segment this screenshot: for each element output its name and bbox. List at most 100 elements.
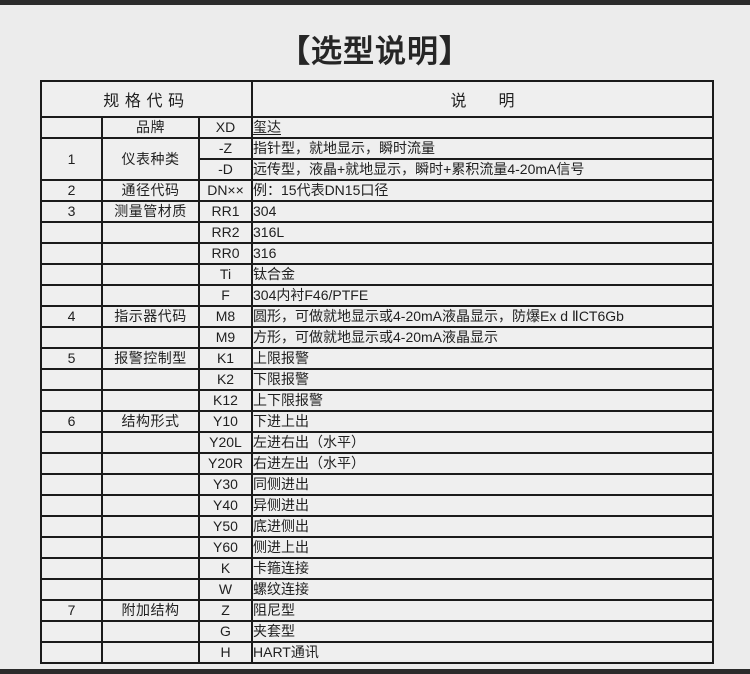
category-cell — [101, 389, 200, 412]
category-cell — [101, 536, 200, 559]
row-number-cell: 4 — [40, 305, 103, 328]
table-row: 5 报警控制型 K1 上限报警 — [40, 347, 714, 370]
table-row: H HART通讯 — [40, 641, 714, 664]
category-cell: 测量管材质 — [101, 200, 200, 223]
row-number-cell — [40, 368, 103, 391]
description-cell: 304内衬F46/PTFE — [251, 284, 714, 307]
row-number-cell — [40, 284, 103, 307]
table-row: K2 下限报警 — [40, 368, 714, 391]
top-divider-bar — [0, 0, 750, 5]
page-title: 【选型说明】 — [279, 34, 471, 69]
category-cell — [101, 473, 200, 496]
category-cell: 品牌 — [101, 116, 200, 139]
table-row: -D 远传型，液晶+就地显示，瞬时+累积流量4-20mA信号 — [41, 158, 714, 181]
row-number-cell: 1 — [40, 137, 103, 181]
description-cell: 上限报警 — [251, 347, 714, 370]
code-cell: XD — [198, 116, 253, 139]
code-cell: M8 — [198, 305, 253, 328]
table-row: Ti 钛合金 — [40, 263, 714, 286]
description-cell: 316 — [251, 242, 714, 265]
table-row: K 卡箍连接 — [40, 557, 714, 580]
row-number-cell — [40, 263, 103, 286]
category-cell — [101, 515, 200, 538]
description-cell: 例：15代表DN15口径 — [251, 179, 714, 202]
table-row: 3 测量管材质 RR1 304 — [40, 200, 714, 223]
table-row: 2 通径代码 DN×× 例：15代表DN15口径 — [40, 179, 714, 202]
code-cell: Ti — [198, 263, 253, 286]
category-cell — [101, 242, 200, 265]
code-cell: Z — [198, 599, 253, 622]
row-number-cell — [40, 452, 103, 475]
table-header-row: 规格代码 说 明 — [40, 80, 714, 118]
row-number-cell: 5 — [40, 347, 103, 370]
description-cell: 圆形，可做就地显示或4-20mA液晶显示，防爆Ex d ⅡCT6Gb — [251, 305, 714, 328]
code-cell: RR0 — [198, 242, 253, 265]
row-number-cell — [40, 515, 103, 538]
code-cell: G — [198, 620, 253, 643]
table-row: RR2 316L — [40, 221, 714, 244]
description-cell: 夹套型 — [251, 620, 714, 643]
code-cell: Y10 — [198, 410, 253, 433]
description-cell: 侧进上出 — [251, 536, 714, 559]
description-cell: 阻尼型 — [251, 599, 714, 622]
table-row: W 螺纹连接 — [40, 578, 714, 601]
code-cell: K2 — [198, 368, 253, 391]
category-cell: 通径代码 — [101, 179, 200, 202]
category-cell — [101, 431, 200, 454]
description-header: 说 明 — [251, 80, 714, 118]
row-number-cell — [40, 242, 103, 265]
category-cell: 仪表种类 — [101, 137, 200, 181]
description-cell: 玺达 — [251, 116, 714, 139]
row-number-cell — [40, 494, 103, 517]
description-cell: 316L — [251, 221, 714, 244]
category-cell: 结构形式 — [101, 410, 200, 433]
category-cell — [101, 557, 200, 580]
category-cell — [101, 578, 200, 601]
description-cell: 底进侧出 — [251, 515, 714, 538]
code-cell: Y20R — [198, 452, 253, 475]
code-cell: K12 — [198, 389, 253, 412]
selection-spec-table: 规格代码 说 明 品牌 XD 玺达 1 仪表种类 -Z 指针型，就地显示，瞬时流… — [40, 80, 714, 664]
row-number-cell — [40, 557, 103, 580]
row-number-cell: 2 — [40, 179, 103, 202]
row-number-cell — [40, 389, 103, 412]
category-cell — [101, 452, 200, 475]
description-cell: 同侧进出 — [251, 473, 714, 496]
code-cell: Y60 — [198, 536, 253, 559]
category-cell — [101, 620, 200, 643]
category-cell — [101, 263, 200, 286]
description-cell: 卡箍连接 — [251, 557, 714, 580]
table-row: 1 仪表种类 -Z 指针型，就地显示，瞬时流量 — [40, 137, 714, 181]
code-cell: RR2 — [198, 221, 253, 244]
row-number-cell — [40, 326, 103, 349]
table-row: Y50 底进侧出 — [40, 515, 714, 538]
category-cell — [101, 284, 200, 307]
description-cell: 指针型，就地显示，瞬时流量 — [251, 137, 714, 160]
category-cell: 指示器代码 — [101, 305, 200, 328]
description-cell: 下进上出 — [251, 410, 714, 433]
description-cell: 左进右出（水平） — [251, 431, 714, 454]
table-row: 7 附加结构 Z 阻尼型 — [40, 599, 714, 622]
code-cell: Y40 — [198, 494, 253, 517]
code-cell: F — [198, 284, 253, 307]
row-number-cell — [40, 578, 103, 601]
table-row: K12 上下限报警 — [40, 389, 714, 412]
description-cell: 方形，可做就地显示或4-20mA液晶显示 — [251, 326, 714, 349]
table-row: Y30 同侧进出 — [40, 473, 714, 496]
description-cell: 螺纹连接 — [251, 578, 714, 601]
table-row: Y40 异侧进出 — [40, 494, 714, 517]
description-cell: 钛合金 — [251, 263, 714, 286]
description-cell: 上下限报警 — [251, 389, 714, 412]
description-cell: 远传型，液晶+就地显示，瞬时+累积流量4-20mA信号 — [251, 158, 714, 181]
row-number-cell — [40, 620, 103, 643]
code-cell: RR1 — [198, 200, 253, 223]
category-cell — [101, 641, 200, 664]
table-row: Y20L 左进右出（水平） — [40, 431, 714, 454]
table-row: 4 指示器代码 M8 圆形，可做就地显示或4-20mA液晶显示，防爆Ex d Ⅱ… — [40, 305, 714, 328]
row-number-cell — [40, 641, 103, 664]
code-cell: DN×× — [198, 179, 253, 202]
row-number-cell — [40, 116, 103, 139]
spec-code-header: 规格代码 — [40, 80, 253, 118]
table-row: RR0 316 — [40, 242, 714, 265]
table-row: 品牌 XD 玺达 — [40, 116, 714, 139]
